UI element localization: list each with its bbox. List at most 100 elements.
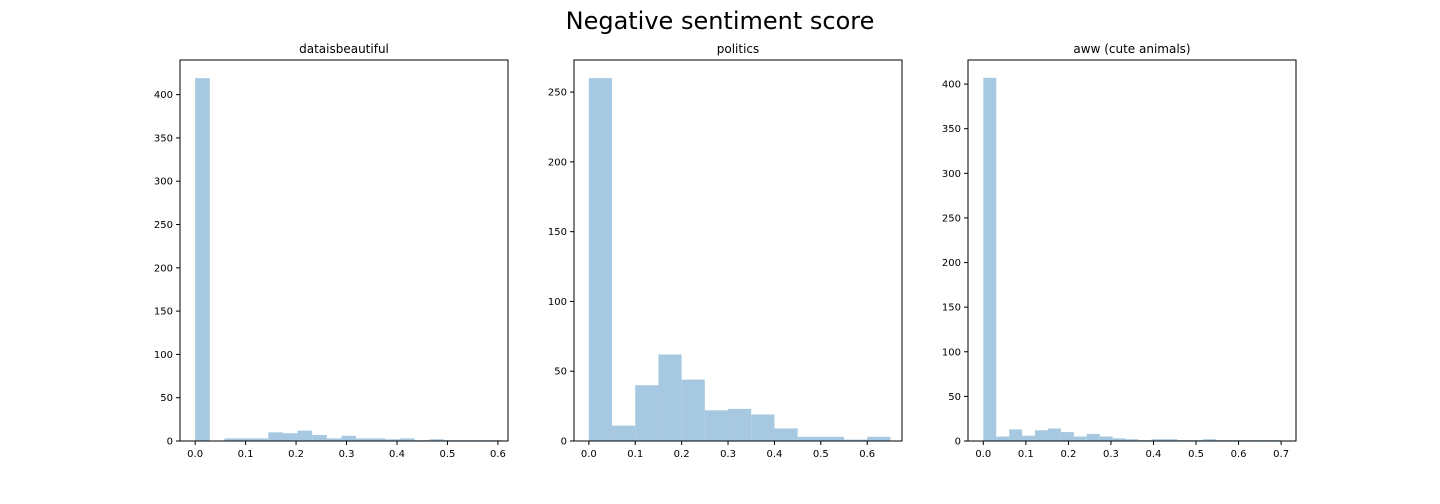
x-tick-label: 0.0 [581, 449, 597, 460]
histogram-bar [282, 433, 298, 441]
subplot-title: aww (cute animals) [1073, 42, 1190, 56]
y-tick-label: 250 [154, 220, 173, 231]
x-tick-label: 0.0 [187, 449, 203, 460]
subplot-title: dataisbeautiful [299, 42, 389, 56]
x-tick-label: 0.6 [859, 449, 875, 460]
subplots: dataisbeautiful 0.0 0.1 0.2 0.3 0.4 0.5 0.6 0 50 1… [154, 42, 1297, 460]
x-tick-label: 0.5 [439, 449, 455, 460]
y-tick-label: 150 [548, 227, 567, 238]
x-tick-label: 0.4 [766, 449, 782, 460]
y-tick-label: 0 [561, 437, 567, 448]
y-tick-label: 100 [942, 347, 961, 358]
y-tick-label: 150 [154, 307, 173, 318]
histogram-bar [1125, 439, 1139, 441]
histogram-bar [224, 438, 240, 441]
y-tick-label: 350 [154, 133, 173, 144]
histogram-bar [983, 77, 997, 442]
y-tick-label: 200 [548, 157, 567, 168]
y-tick-label: 400 [154, 90, 173, 101]
histogram-bar [1022, 435, 1036, 441]
histogram-bar [239, 438, 254, 441]
x-tick-label: 0.3 [1103, 449, 1119, 460]
histogram-bar [867, 436, 891, 441]
histogram-bar [635, 385, 659, 441]
histogram-bar [588, 78, 613, 442]
histogram-bar [820, 436, 845, 441]
x-tick-label: 0.2 [1060, 449, 1076, 460]
y-tick-label: 250 [942, 213, 961, 224]
histogram-bar [797, 436, 821, 441]
subplot-3: aww (cute animals) 0.0 0.1 0.2 0.3 0.4 0.5 0.6 0… [942, 42, 1297, 460]
histogram-bar [1035, 430, 1048, 441]
histogram-bar [704, 410, 729, 441]
x-tick-label: 0.4 [389, 449, 405, 460]
x-tick-label: 0.3 [720, 449, 736, 460]
axes-frame [573, 59, 903, 442]
y-tick-label: 100 [548, 297, 567, 308]
y-tick-label: 0 [167, 437, 173, 448]
histogram-bar [253, 438, 269, 441]
histogram-bar [356, 438, 371, 441]
x-tick-label: 0.0 [975, 449, 991, 460]
histogram-bar [400, 438, 415, 441]
subplot-1: dataisbeautiful 0.0 0.1 0.2 0.3 0.4 0.5 0.6 0 50 1… [154, 42, 509, 460]
histogram-bar [728, 408, 752, 441]
y-tick-label: 200 [154, 263, 173, 274]
x-tick-label: 0.6 [490, 449, 506, 460]
histogram-bar [1112, 438, 1126, 441]
y-tick-label: 0 [955, 437, 961, 448]
y-tick-label: 300 [942, 169, 961, 180]
y-tick-label: 150 [942, 303, 961, 314]
y-tick-label: 300 [154, 177, 173, 188]
histogram-bar [312, 434, 327, 441]
x-tick-label: 0.2 [288, 449, 304, 460]
histogram-bar [774, 428, 798, 441]
x-tick-label: 0.5 [1188, 449, 1204, 460]
x-tick-label: 0.1 [1018, 449, 1034, 460]
histogram-bar [1151, 439, 1165, 441]
axes-frame [967, 59, 1297, 442]
x-tick-label: 0.6 [1231, 449, 1247, 460]
histogram-bar [1099, 436, 1113, 441]
histogram-bar [1047, 428, 1061, 441]
histogram-bar [612, 425, 636, 441]
histogram-bar [1203, 439, 1217, 441]
histogram-bar [844, 439, 868, 441]
histogram-bar [1086, 433, 1100, 441]
histogram-bar [1073, 436, 1087, 441]
y-tick-label: 100 [154, 350, 173, 361]
y-tick-label: 400 [942, 80, 961, 91]
x-tick-label: 0.3 [339, 449, 355, 460]
x-tick-label: 0.1 [238, 449, 254, 460]
histogram-bar [195, 78, 210, 442]
x-tick-label: 0.4 [1146, 449, 1162, 460]
y-tick-label: 250 [548, 88, 567, 99]
histogram-bar [268, 432, 283, 441]
y-tick-label: 50 [554, 367, 567, 378]
histogram-bar [341, 435, 357, 441]
x-tick-label: 0.7 [1273, 449, 1289, 460]
histogram-bar [326, 438, 342, 441]
histogram-bar [385, 439, 401, 441]
x-tick-label: 0.2 [674, 449, 690, 460]
histogram-bar [1164, 439, 1178, 441]
y-tick-label: 200 [942, 258, 961, 269]
y-tick-label: 50 [948, 392, 961, 403]
figure-title: Negative sentiment score [566, 7, 875, 35]
histogram-bar [429, 439, 444, 441]
histogram-bar [996, 436, 1010, 441]
x-tick-label: 0.5 [813, 449, 829, 460]
subplot-2: politics 0.0 0.1 0.2 0.3 0.4 0.5 0.6 0 50 100 150 20… [548, 42, 903, 460]
histogram-bar [751, 414, 775, 441]
y-tick-label: 50 [160, 393, 173, 404]
y-tick-label: 350 [942, 124, 961, 135]
histogram-bar [1060, 432, 1074, 441]
histogram-bar [370, 438, 386, 441]
histogram-bar [681, 379, 705, 441]
histogram-bar [658, 354, 682, 441]
axes-frame [179, 59, 509, 442]
histogram-bar [1009, 429, 1023, 441]
histogram-bar [297, 430, 313, 441]
subplot-title: politics [717, 42, 760, 56]
